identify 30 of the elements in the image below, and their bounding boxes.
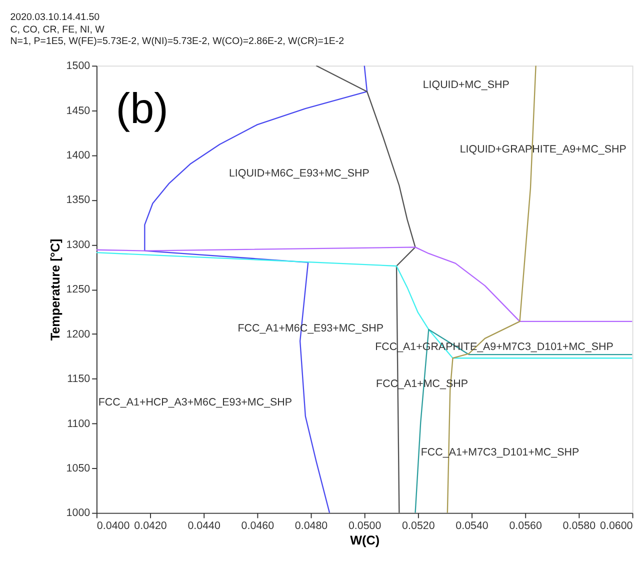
x-tick-label: 0.0480 [294,520,328,532]
annotation: LIQUID+M6C_E93+MC_SHP [228,168,370,180]
x-tick-label: 0.0460 [241,520,274,532]
y-tick-label: 1350 [66,194,90,206]
x-tick-label: 0.0520 [402,520,435,532]
y-tick-label: 1500 [66,60,90,72]
annotation: FCC_A1+HCP_A3+M6C_E93+MC_SHP [98,396,292,409]
x-tick-label: 0.0540 [456,520,488,532]
y-tick-label: 1400 [66,150,90,162]
y-tick-label: 1200 [66,328,90,340]
y-tick-label: 1450 [66,104,90,117]
y-tick-label: 1150 [67,373,90,386]
x-tick-label: 0.0420 [134,520,167,532]
chart-title: 2020.03.10.14.41.50 [10,12,100,23]
y-tick-label: 1000 [66,507,90,520]
x-tick-label: 0.0560 [509,520,542,532]
x-tick-label: 0.0400 [96,520,130,532]
x-tick-label: 0.0580 [562,520,596,532]
annotation: (b) [116,85,168,134]
y-tick-label: 1250 [66,284,90,296]
x-axis-title: W(C) [350,533,380,548]
x-tick-label: 0.0500 [348,520,382,532]
x-tick-label: 0.0440 [188,520,221,532]
annotation: LIQUID+MC_SHP [422,79,510,92]
x-tick-label: 0.0600 [600,520,633,532]
y-tick-label: 1300 [66,238,90,251]
y-axis-title: Temperature [°C] [48,238,62,341]
y-tick-label: 1100 [67,418,90,430]
y-tick-label: 1050 [66,462,90,475]
chart-subtitle: C, CO, CR, FE, NI, W N=1, P=1E5, W(FE)=5.73E-2, W(NI)=5.73E-2, W(CO)=2.86E-2, W(CR)=1E-2 [10,24,344,48]
